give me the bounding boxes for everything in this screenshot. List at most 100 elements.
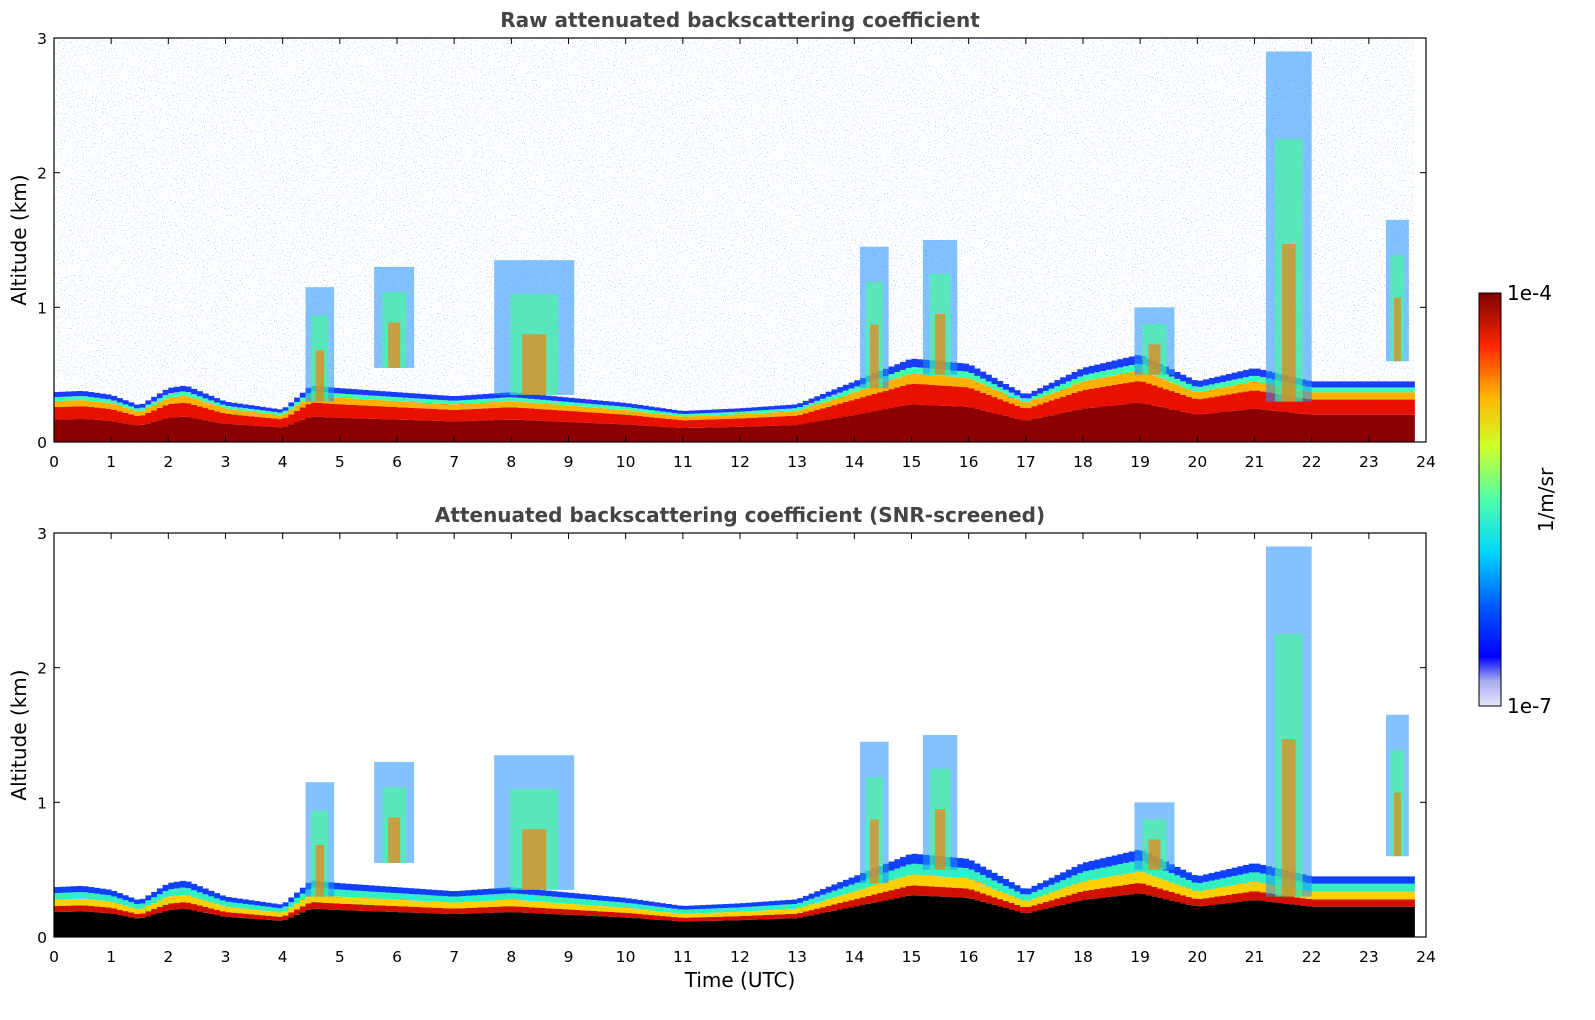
layer-cell (185, 403, 192, 418)
layer-cell (499, 397, 506, 402)
layer-cell (602, 916, 609, 937)
layer-cell (1054, 875, 1061, 883)
layer-cell (414, 894, 421, 901)
layer-cell (1123, 404, 1130, 442)
layer-cell (551, 896, 558, 903)
layer-cell (1203, 898, 1210, 906)
layer-cell (842, 416, 849, 442)
layer-cell (1403, 891, 1410, 900)
layer-cell (1305, 899, 1312, 907)
layer-cell (385, 905, 392, 912)
layer-cell (271, 911, 278, 917)
layer-cell (162, 389, 169, 396)
layer-cell (494, 407, 501, 421)
layer-cell (522, 912, 529, 937)
layer-cell (351, 405, 358, 419)
layer-cell (791, 913, 798, 919)
x-tick-label: 23 (1359, 948, 1379, 966)
layer-cell (294, 402, 301, 406)
layer-cell (1100, 888, 1107, 898)
layer-cell (1094, 364, 1101, 373)
layer-cell (802, 413, 809, 424)
layer-cell (242, 908, 249, 914)
layer-cell (871, 894, 878, 903)
layer-cell (454, 896, 461, 903)
layer-cell (1208, 897, 1215, 906)
layer-cell (768, 919, 775, 937)
layer-cell (179, 908, 186, 937)
layer-cell (368, 395, 375, 400)
layer-cell (722, 920, 729, 937)
layer-cell (1271, 393, 1278, 411)
layer-cell (242, 918, 249, 937)
layer-cell (780, 408, 787, 412)
layer-cell (677, 917, 684, 922)
layer-cell (1197, 883, 1204, 892)
layer-cell (905, 864, 912, 876)
layer-cell (522, 894, 529, 901)
layer-cell (745, 407, 752, 412)
layer-cell (842, 384, 849, 391)
layer-cell (1020, 894, 1027, 901)
layer-cell (900, 385, 907, 406)
layer-cell (682, 410, 689, 415)
layer-cell (99, 912, 106, 937)
layer-cell (1088, 379, 1095, 389)
layer-cell (265, 906, 272, 912)
layer-cell (459, 409, 466, 422)
layer-cell (780, 909, 787, 915)
layer-cell (1368, 899, 1375, 907)
layer-cell (397, 912, 404, 937)
layer-cell (402, 407, 409, 420)
layer-cell (791, 918, 798, 937)
layer-cell (1060, 383, 1067, 389)
layer-cell (1317, 899, 1324, 907)
layer-cell (374, 905, 381, 912)
layer-cell (671, 409, 678, 414)
layer-cell (271, 907, 278, 912)
layer-cell (356, 897, 363, 905)
layer-cell (1208, 384, 1215, 390)
layer-cell (1243, 409, 1250, 442)
layer-cell (54, 419, 61, 442)
layer-cell (145, 412, 152, 424)
layer-cell (1100, 858, 1107, 868)
layer-cell (99, 398, 106, 403)
layer-cell (734, 916, 741, 921)
layer-cell (145, 400, 152, 405)
layer-cell (1368, 387, 1375, 393)
layer-cell (1357, 883, 1364, 892)
layer-cell (145, 900, 152, 906)
layer-cell (1368, 414, 1375, 442)
layer-cell (534, 403, 541, 409)
layer-cell (1031, 418, 1038, 442)
layer-cell (1071, 378, 1078, 385)
layer-cell (677, 921, 684, 937)
layer-cell (111, 913, 118, 937)
layer-cell (791, 425, 798, 442)
layer-cell (517, 900, 524, 907)
layer-cell (94, 912, 101, 937)
layer-cell (1277, 894, 1284, 903)
layer-cell (1237, 866, 1244, 875)
layer-cell (391, 886, 398, 893)
layer-cell (134, 918, 141, 937)
layer-cell (1408, 381, 1415, 388)
layer-cell (1071, 384, 1078, 393)
feature-core (315, 350, 325, 402)
layer-cell (454, 409, 461, 422)
layer-cell (877, 392, 884, 411)
layer-cell (545, 890, 552, 897)
layer-cell (1145, 383, 1152, 405)
layer-cell (671, 413, 678, 416)
layer-cell (1374, 387, 1381, 393)
layer-cell (962, 897, 969, 937)
layer-cell (757, 915, 764, 920)
layer-cell (82, 898, 89, 906)
layer-cell (740, 408, 747, 412)
y-tick-label: 2 (37, 660, 47, 678)
layer-cell (574, 893, 581, 899)
layer-cell (985, 877, 992, 887)
layer-cell (105, 907, 112, 914)
layer-cell (59, 899, 66, 906)
